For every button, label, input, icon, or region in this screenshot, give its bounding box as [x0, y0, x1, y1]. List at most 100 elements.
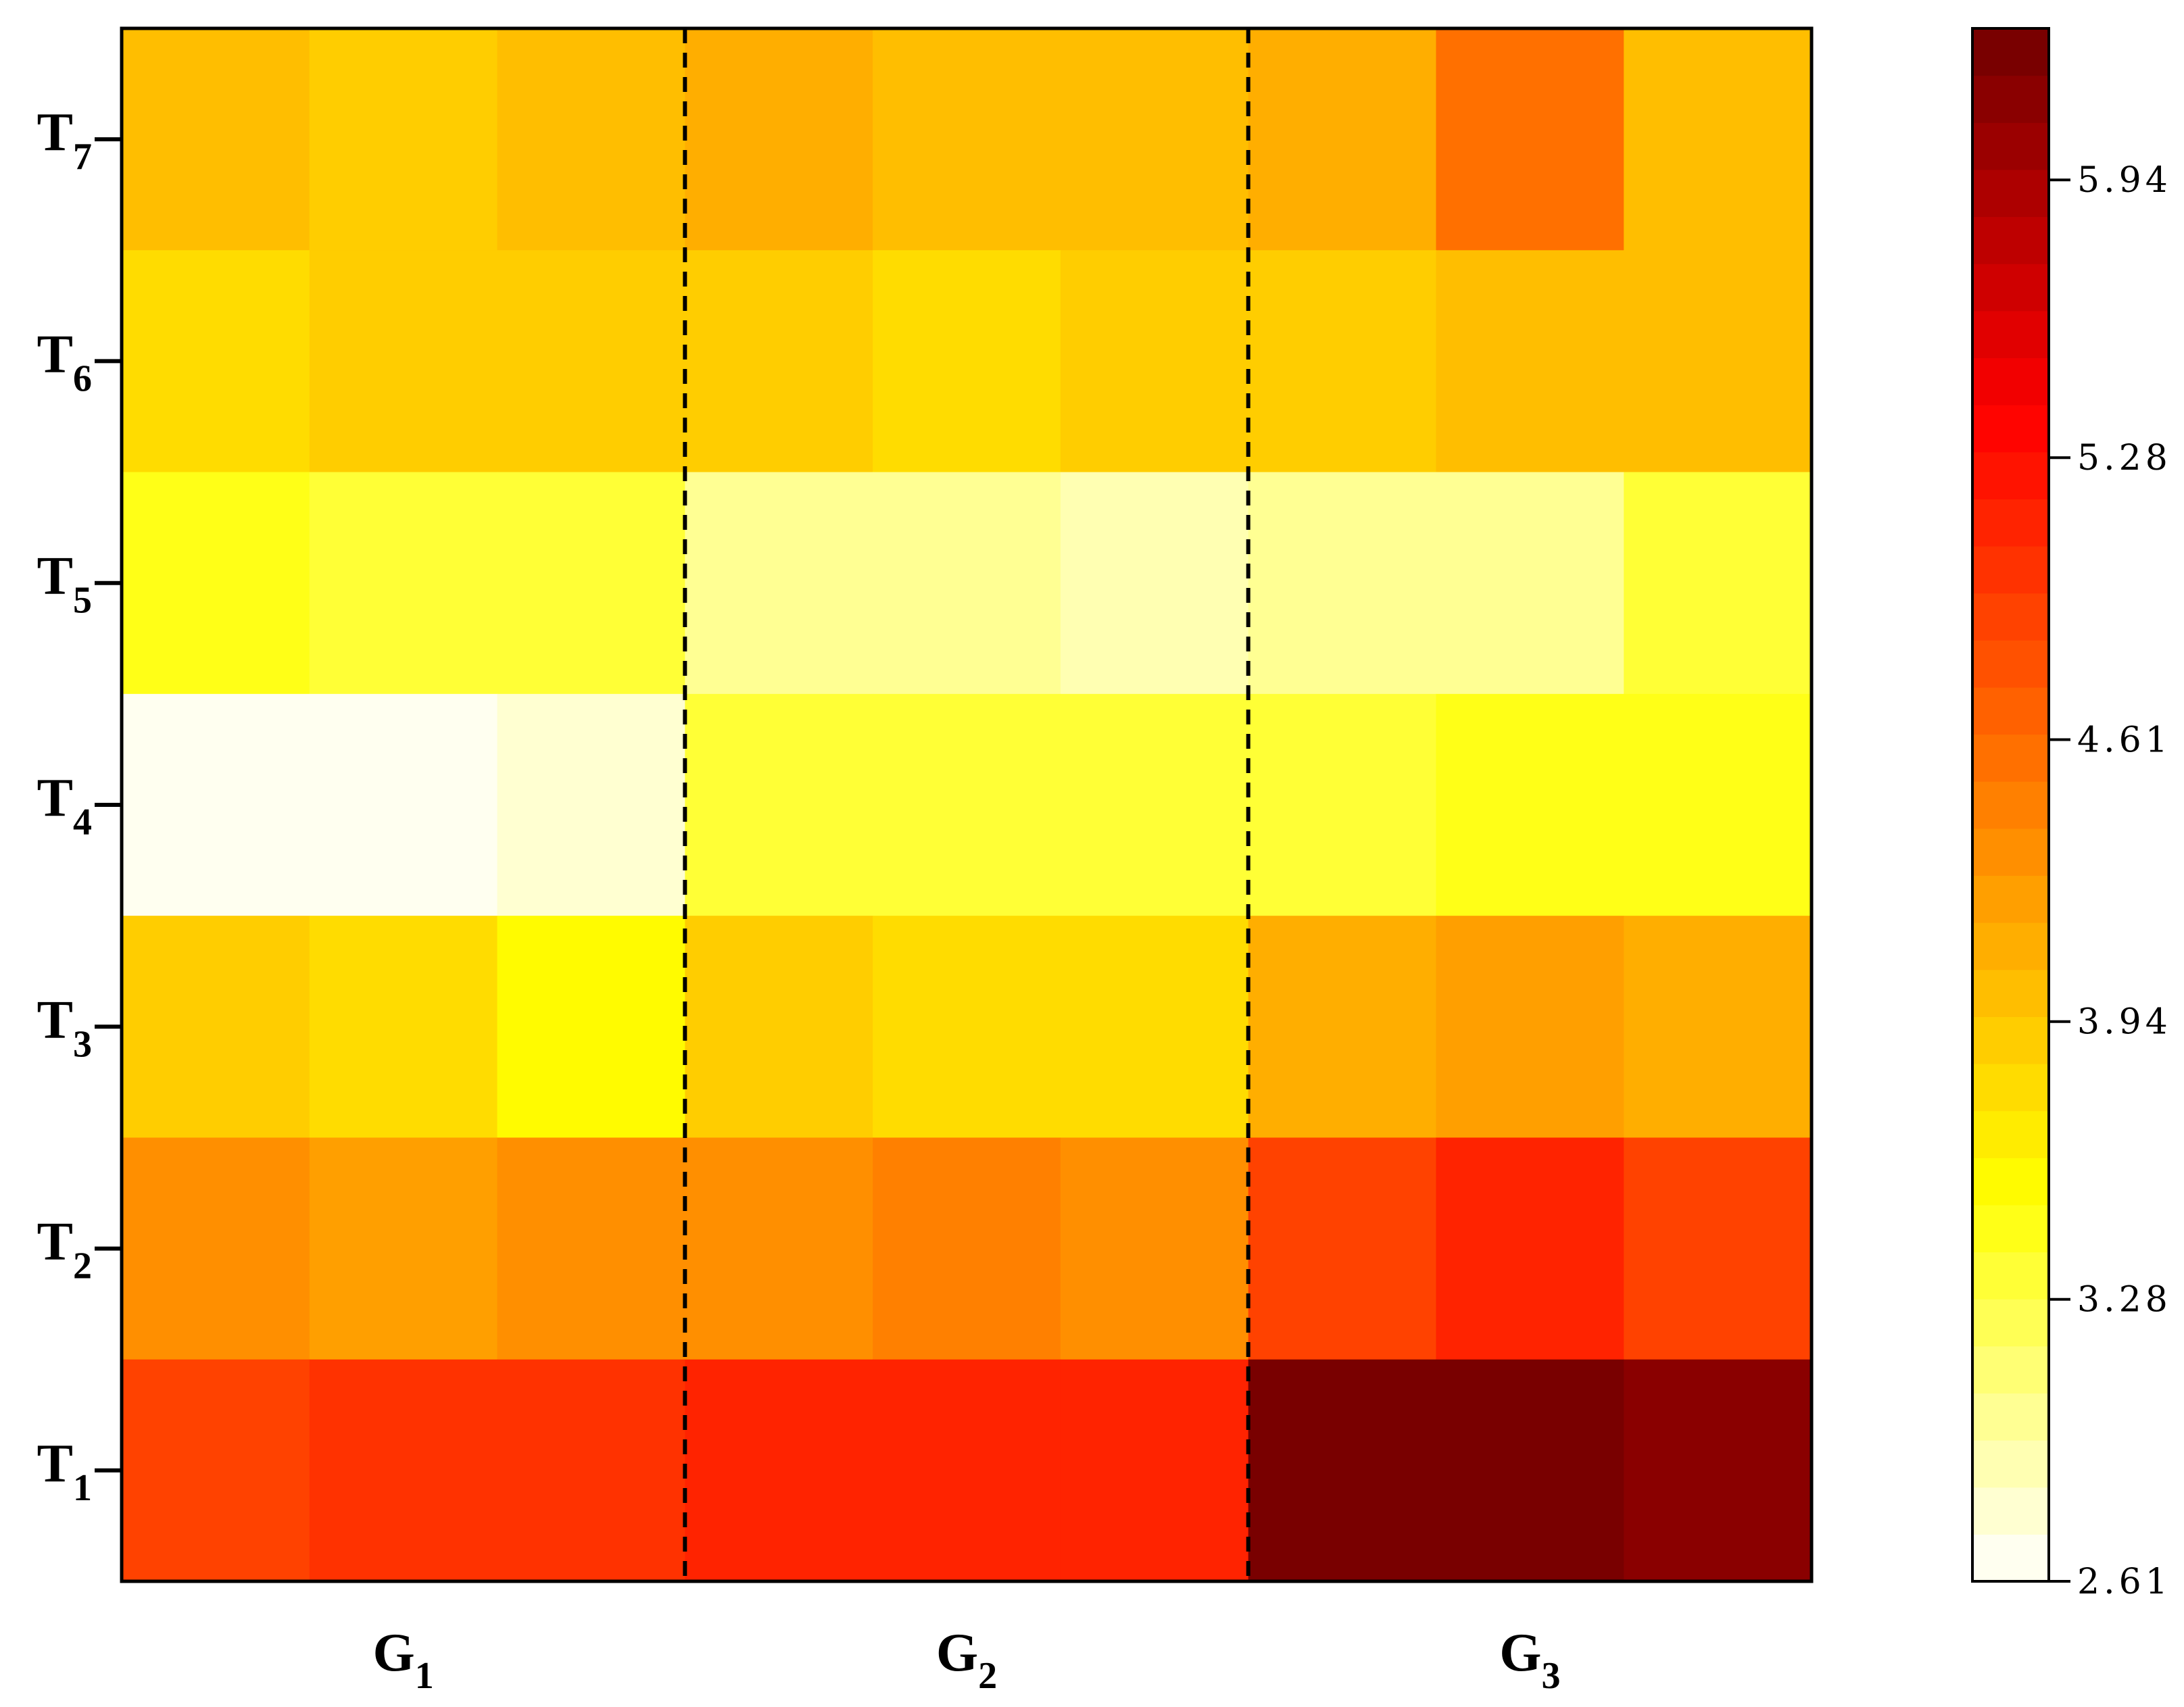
colorbar-band [1972, 546, 2049, 594]
colorbar-band [1972, 1393, 2049, 1441]
heatmap-cell [685, 250, 873, 473]
heatmap-cell [1436, 28, 1624, 251]
heatmap-cell [122, 1137, 310, 1360]
heatmap-cell [1624, 1359, 1812, 1582]
heatmap-cell [1436, 1359, 1624, 1582]
heatmap-cell [1248, 916, 1437, 1139]
colorbar-band [1972, 499, 2049, 547]
colorbar: 2.61 3.28 3.94 4.61 5.28 5.94 [1971, 27, 2172, 1602]
x-group-label-main: G [936, 1623, 978, 1683]
y-tick-label-sub: 1 [73, 1467, 92, 1509]
heatmap-cell [309, 472, 498, 695]
heatmap-cell [1248, 250, 1437, 473]
heatmap-cell [685, 28, 873, 251]
x-group-label: G2 [936, 1623, 997, 1697]
heatmap-cell [1248, 693, 1437, 916]
colorbar-band [1972, 1299, 2049, 1347]
colorbar-band [1972, 640, 2049, 688]
heatmap-cell [122, 1359, 310, 1582]
heatmap-cell [122, 472, 310, 695]
heatmap-cell [685, 1359, 873, 1582]
y-tick-label-main: T [37, 1434, 73, 1493]
heatmap-cell [309, 916, 498, 1139]
y-tick-label: T2 [37, 1212, 92, 1287]
heatmap-cell [1436, 472, 1624, 695]
colorbar-band [1972, 875, 2049, 923]
heatmap-cell [309, 250, 498, 473]
heatmap-cell [497, 1137, 685, 1360]
heatmap-cell [1060, 28, 1249, 251]
group-separators [683, 28, 1251, 1581]
colorbar-band [1972, 781, 2049, 829]
heatmap-cell [1248, 28, 1437, 251]
heatmap-cell [1060, 693, 1249, 916]
heatmap-cell [873, 1359, 1061, 1582]
heatmap-cell [1060, 1359, 1249, 1582]
y-tick-label-main: T [37, 103, 73, 162]
colorbar-band [1972, 1158, 2049, 1206]
y-tick-label: T3 [37, 990, 92, 1065]
heatmap-cell [309, 28, 498, 251]
colorbar-band [1972, 122, 2049, 170]
heatmap-cell [1248, 1137, 1437, 1360]
heatmap-cell [873, 916, 1061, 1139]
y-tick-label-main: T [37, 547, 73, 606]
heatmap-cell [685, 1137, 873, 1360]
x-group-label: G3 [1499, 1623, 1560, 1697]
heatmap-cell [873, 693, 1061, 916]
colorbar-band [1972, 1110, 2049, 1158]
heatmap-cell [1436, 693, 1624, 916]
heatmap-cell [1436, 250, 1624, 473]
y-tick-label-sub: 7 [73, 136, 92, 178]
colorbar-tick-label: 3.94 [2077, 1002, 2172, 1043]
colorbar-band [1972, 310, 2049, 359]
heatmap-cell [122, 250, 310, 473]
colorbar-band [1972, 216, 2049, 264]
y-tick-label-main: T [37, 990, 73, 1049]
heatmap-cell [873, 250, 1061, 473]
heatmap-cell [685, 693, 873, 916]
colorbar-band [1972, 1064, 2049, 1112]
x-group-label-main: G [1499, 1623, 1541, 1683]
heatmap-cell [309, 1137, 498, 1360]
y-tick-label-sub: 3 [73, 1023, 92, 1065]
heatmap-cell [497, 693, 685, 916]
y-tick-label-sub: 6 [73, 357, 92, 399]
colorbar-band [1972, 969, 2049, 1017]
colorbar-band [1972, 169, 2049, 218]
y-tick-label: T4 [37, 768, 92, 843]
colorbar-band [1972, 734, 2049, 782]
colorbar-band [1972, 1252, 2049, 1300]
heatmap-cell [1436, 1137, 1624, 1360]
heatmap-cell [122, 28, 310, 251]
colorbar-band [1972, 1440, 2049, 1488]
colorbar-band [1972, 828, 2049, 876]
heatmap-cell [873, 28, 1061, 251]
colorbar-band [1972, 405, 2049, 453]
colorbar-band [1972, 451, 2049, 499]
y-tick-label-main: T [37, 768, 73, 828]
colorbar-tick-label: 3.28 [2077, 1280, 2172, 1320]
y-tick-label-sub: 4 [73, 801, 92, 843]
x-group-label-sub: 2 [978, 1655, 997, 1697]
y-tick-label-main: T [37, 1212, 73, 1272]
heatmap-cell [1624, 916, 1812, 1139]
heatmap-cell [497, 472, 685, 695]
heatmap-cell [1248, 472, 1437, 695]
y-tick-label: T5 [37, 547, 92, 622]
colorbar-band [1972, 357, 2049, 405]
y-tick-label-sub: 5 [73, 580, 92, 622]
x-group-label-main: G [373, 1623, 415, 1683]
colorbar-tick-label: 5.94 [2077, 160, 2172, 201]
x-axis: G1 G2 G3 [373, 1623, 1561, 1697]
heatmap-cell [1436, 916, 1624, 1139]
heatmap-cell [497, 916, 685, 1139]
colorbar-band [1972, 1534, 2049, 1582]
x-group-label-sub: 1 [415, 1655, 434, 1697]
heatmap-cell [1624, 1137, 1812, 1360]
heatmap-cell [122, 916, 310, 1139]
colorbar-band [1972, 264, 2049, 312]
heatmap-cell [497, 250, 685, 473]
colorbar-band [1972, 922, 2049, 970]
